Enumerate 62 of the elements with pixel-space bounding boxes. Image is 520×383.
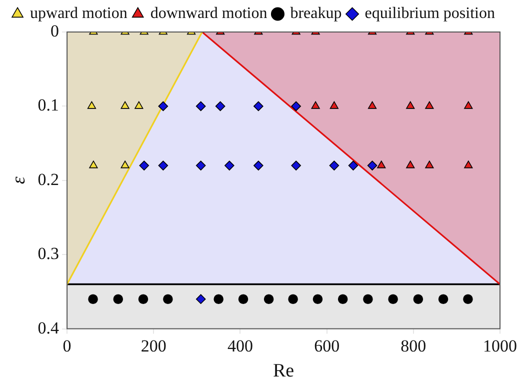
point	[338, 294, 348, 304]
point	[196, 160, 206, 170]
point	[158, 101, 168, 112]
point	[224, 160, 234, 170]
point	[329, 160, 340, 170]
y-tick-label: 0.3	[38, 244, 60, 264]
point	[413, 294, 424, 304]
point	[311, 101, 320, 109]
point	[368, 101, 377, 109]
legend-label: equilibrium position	[364, 5, 495, 22]
point	[89, 160, 98, 168]
point	[88, 294, 98, 304]
point	[312, 294, 323, 304]
point	[425, 101, 434, 109]
point	[139, 160, 150, 170]
point	[464, 101, 473, 109]
point	[264, 294, 274, 304]
point	[363, 294, 373, 304]
point	[158, 160, 168, 170]
point	[196, 294, 206, 304]
y-tick-label: 0.4	[38, 318, 60, 338]
point	[196, 101, 206, 112]
legend-label: downward motion	[150, 5, 268, 22]
point	[367, 160, 378, 170]
x-tick-label: 400	[227, 336, 253, 356]
point	[348, 160, 358, 170]
x-tick-label: 800	[400, 336, 426, 356]
point	[134, 101, 144, 109]
point	[163, 294, 173, 304]
y-tick-label: 0	[50, 21, 60, 40]
x-tick-label: 1000	[483, 336, 517, 356]
point	[406, 160, 415, 168]
point	[464, 160, 473, 168]
x-tick-label: 600	[314, 336, 340, 356]
point	[238, 294, 248, 304]
point	[138, 294, 148, 304]
point	[120, 101, 130, 109]
point	[120, 160, 130, 168]
point	[288, 294, 298, 304]
x-tick-label: 0	[62, 336, 72, 356]
point	[330, 101, 338, 109]
y-tick-label: 0.1	[38, 96, 60, 115]
point	[87, 101, 96, 109]
y-axis-title: ε	[8, 176, 30, 184]
point	[377, 160, 386, 168]
legend-label: breakup	[290, 5, 342, 22]
point	[113, 294, 124, 304]
point	[254, 160, 264, 170]
legend-label: upward motion	[30, 5, 128, 22]
point	[438, 294, 448, 304]
point	[254, 101, 264, 112]
point	[425, 160, 434, 168]
x-tick-label: 200	[140, 336, 166, 356]
point	[215, 101, 226, 112]
x-axis-title: Re	[272, 360, 294, 382]
point	[214, 294, 224, 304]
point	[463, 294, 473, 304]
y-tick-label: 0.2	[38, 170, 60, 189]
point	[291, 160, 301, 170]
point	[388, 294, 398, 304]
point	[291, 101, 301, 112]
point	[406, 101, 415, 109]
